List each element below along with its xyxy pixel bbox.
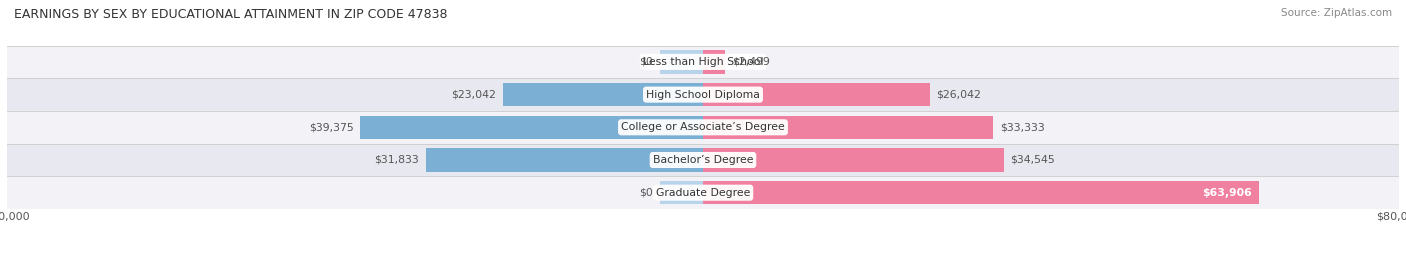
Bar	[7, 78, 1399, 111]
Text: $2,499: $2,499	[731, 57, 769, 67]
Bar	[7, 111, 1399, 144]
Bar	[7, 46, 1399, 78]
Text: $0: $0	[638, 188, 652, 198]
Text: $26,042: $26,042	[936, 90, 981, 100]
Text: Graduate Degree: Graduate Degree	[655, 188, 751, 198]
Bar	[360, 116, 703, 139]
Text: $39,375: $39,375	[309, 122, 353, 132]
Text: Source: ZipAtlas.com: Source: ZipAtlas.com	[1281, 8, 1392, 18]
Bar	[703, 116, 993, 139]
Bar	[659, 50, 703, 74]
Bar	[703, 181, 1258, 204]
Bar	[7, 144, 1399, 176]
Text: High School Diploma: High School Diploma	[647, 90, 759, 100]
Bar	[703, 50, 724, 74]
Bar	[659, 181, 703, 204]
Bar	[7, 176, 1399, 209]
Text: Bachelor’s Degree: Bachelor’s Degree	[652, 155, 754, 165]
Text: $34,545: $34,545	[1011, 155, 1056, 165]
Text: College or Associate’s Degree: College or Associate’s Degree	[621, 122, 785, 132]
Bar	[426, 148, 703, 172]
Text: Less than High School: Less than High School	[643, 57, 763, 67]
Text: $0: $0	[638, 57, 652, 67]
Text: $23,042: $23,042	[451, 90, 495, 100]
Text: $31,833: $31,833	[374, 155, 419, 165]
Bar	[703, 148, 1004, 172]
Text: $63,906: $63,906	[1202, 188, 1251, 198]
Text: EARNINGS BY SEX BY EDUCATIONAL ATTAINMENT IN ZIP CODE 47838: EARNINGS BY SEX BY EDUCATIONAL ATTAINMEN…	[14, 8, 447, 21]
Bar	[703, 83, 929, 106]
Text: $33,333: $33,333	[1000, 122, 1045, 132]
Bar	[502, 83, 703, 106]
